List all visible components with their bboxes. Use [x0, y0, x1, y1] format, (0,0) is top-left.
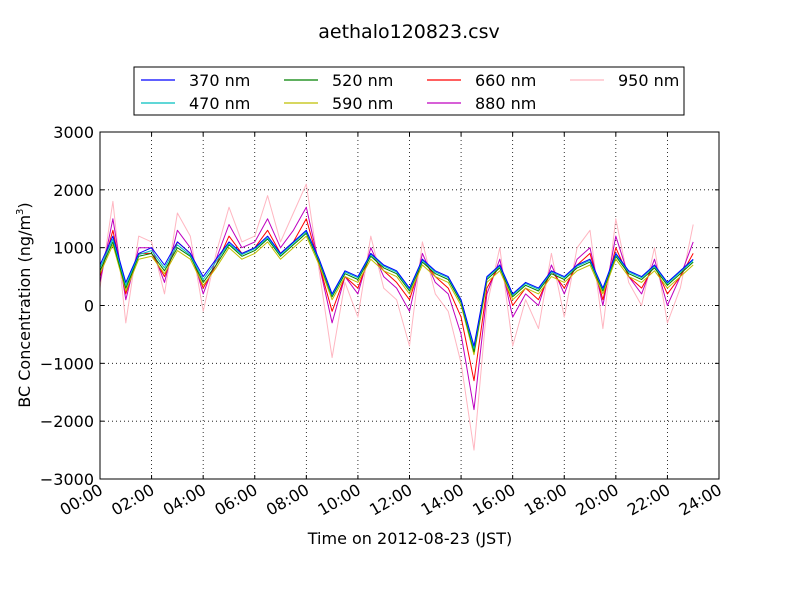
y-axis-label-main: BC Concentration (ng/m [15, 215, 34, 408]
y-axis-label-superscript: 3 [15, 209, 26, 215]
y-tick-label: 3000 [53, 123, 94, 142]
series-lines [99, 183, 694, 451]
y-tick-label: −2000 [40, 412, 94, 431]
legend-label-880-nm: 880 nm [475, 94, 536, 113]
legend-label-370-nm: 370 nm [189, 71, 250, 90]
series-line-950-nm [99, 183, 694, 451]
x-tick-label: 04:00 [160, 480, 209, 520]
legend-label-590-nm: 590 nm [332, 94, 393, 113]
axis-ticks [99, 131, 720, 480]
x-tick-label: 16:00 [469, 480, 518, 520]
x-tick-label: 12:00 [366, 480, 415, 520]
x-tick-label: 06:00 [211, 480, 260, 520]
gridlines [100, 132, 719, 479]
x-tick-label: 10:00 [314, 480, 363, 520]
x-tick-label: 02:00 [108, 480, 157, 520]
legend-frame [133, 66, 685, 116]
y-axis-label: BC Concentration (ng/m3) [15, 202, 34, 407]
chart-title: aethalo120823.csv [318, 21, 500, 43]
x-tick-label: 20:00 [572, 480, 621, 520]
legend: 370 nm 470 nm 520 nm 590 nm 660 nm 880 nm 950 … [133, 66, 685, 116]
x-tick-label: 18:00 [521, 480, 570, 520]
x-tick-label: 22:00 [624, 480, 673, 520]
x-tick-label: 08:00 [263, 480, 312, 520]
y-tick-label: 2000 [53, 181, 94, 200]
series-line-590-nm [99, 235, 694, 356]
legend-label-950-nm: 950 nm [618, 71, 679, 90]
x-tick-label: 24:00 [676, 480, 725, 520]
y-axis-label-tail: ) [15, 202, 34, 208]
y-tick-label: −1000 [40, 354, 94, 373]
x-axis-label: Time on 2012-08-23 (JST) [307, 529, 512, 548]
x-tick-labels: 00:00 02:00 04:00 06:00 08:00 10:00 12:00 14:00… [57, 480, 725, 520]
y-tick-label: 1000 [53, 239, 94, 258]
series-line-880-nm [99, 206, 694, 411]
series-line-520-nm [99, 232, 694, 353]
y-tick-label: 0 [84, 297, 94, 316]
legend-label-470-nm: 470 nm [189, 94, 250, 113]
legend-label-660-nm: 660 nm [475, 71, 536, 90]
series-line-370-nm [99, 229, 694, 347]
legend-label-520-nm: 520 nm [332, 71, 393, 90]
x-tick-label: 14:00 [418, 480, 467, 520]
y-tick-label: −3000 [40, 470, 94, 489]
y-tick-labels: 3000 2000 1000 0 −1000 −2000 −3000 [40, 123, 94, 489]
